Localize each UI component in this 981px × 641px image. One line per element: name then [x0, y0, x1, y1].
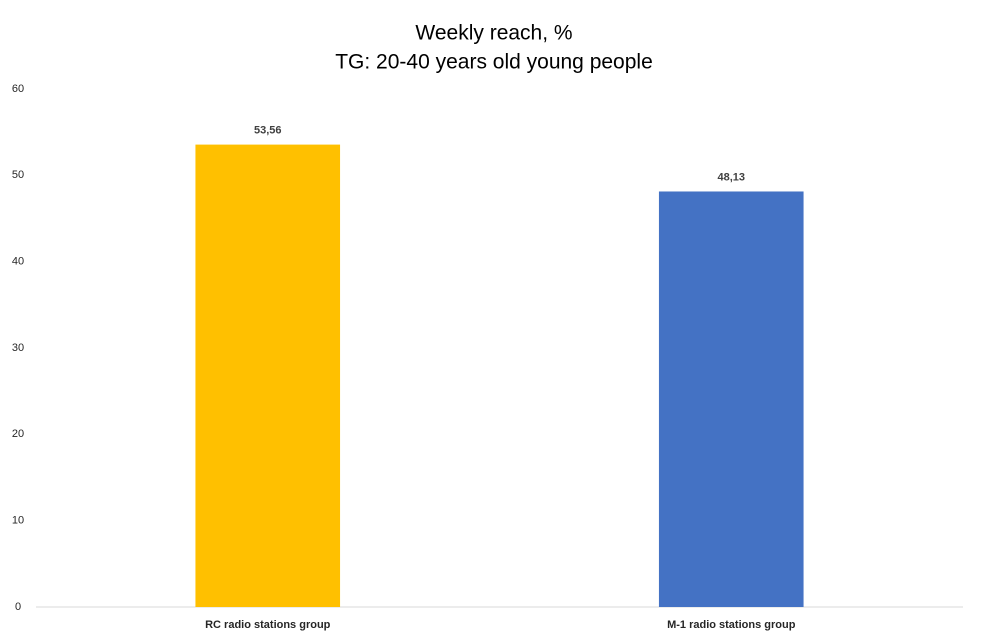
y-tick-label: 30 — [12, 342, 24, 354]
value-label: 53,56 — [254, 125, 282, 137]
y-tick-label: 40 — [12, 256, 24, 268]
x-tick-label: M-1 radio stations group — [667, 619, 796, 631]
y-tick-label: 20 — [12, 428, 24, 440]
chart-subtitle: TG: 20-40 years old young people — [335, 51, 653, 74]
y-tick-label: 60 — [12, 83, 24, 95]
y-tick-label: 10 — [12, 515, 24, 527]
chart-title: Weekly reach, % — [415, 22, 572, 45]
x-tick-label: RC radio stations group — [205, 619, 331, 631]
value-label: 48,13 — [717, 171, 745, 183]
bar — [658, 191, 804, 607]
bar — [195, 144, 341, 607]
y-tick-label: 50 — [12, 169, 24, 181]
y-tick-label: 0 — [15, 601, 21, 613]
